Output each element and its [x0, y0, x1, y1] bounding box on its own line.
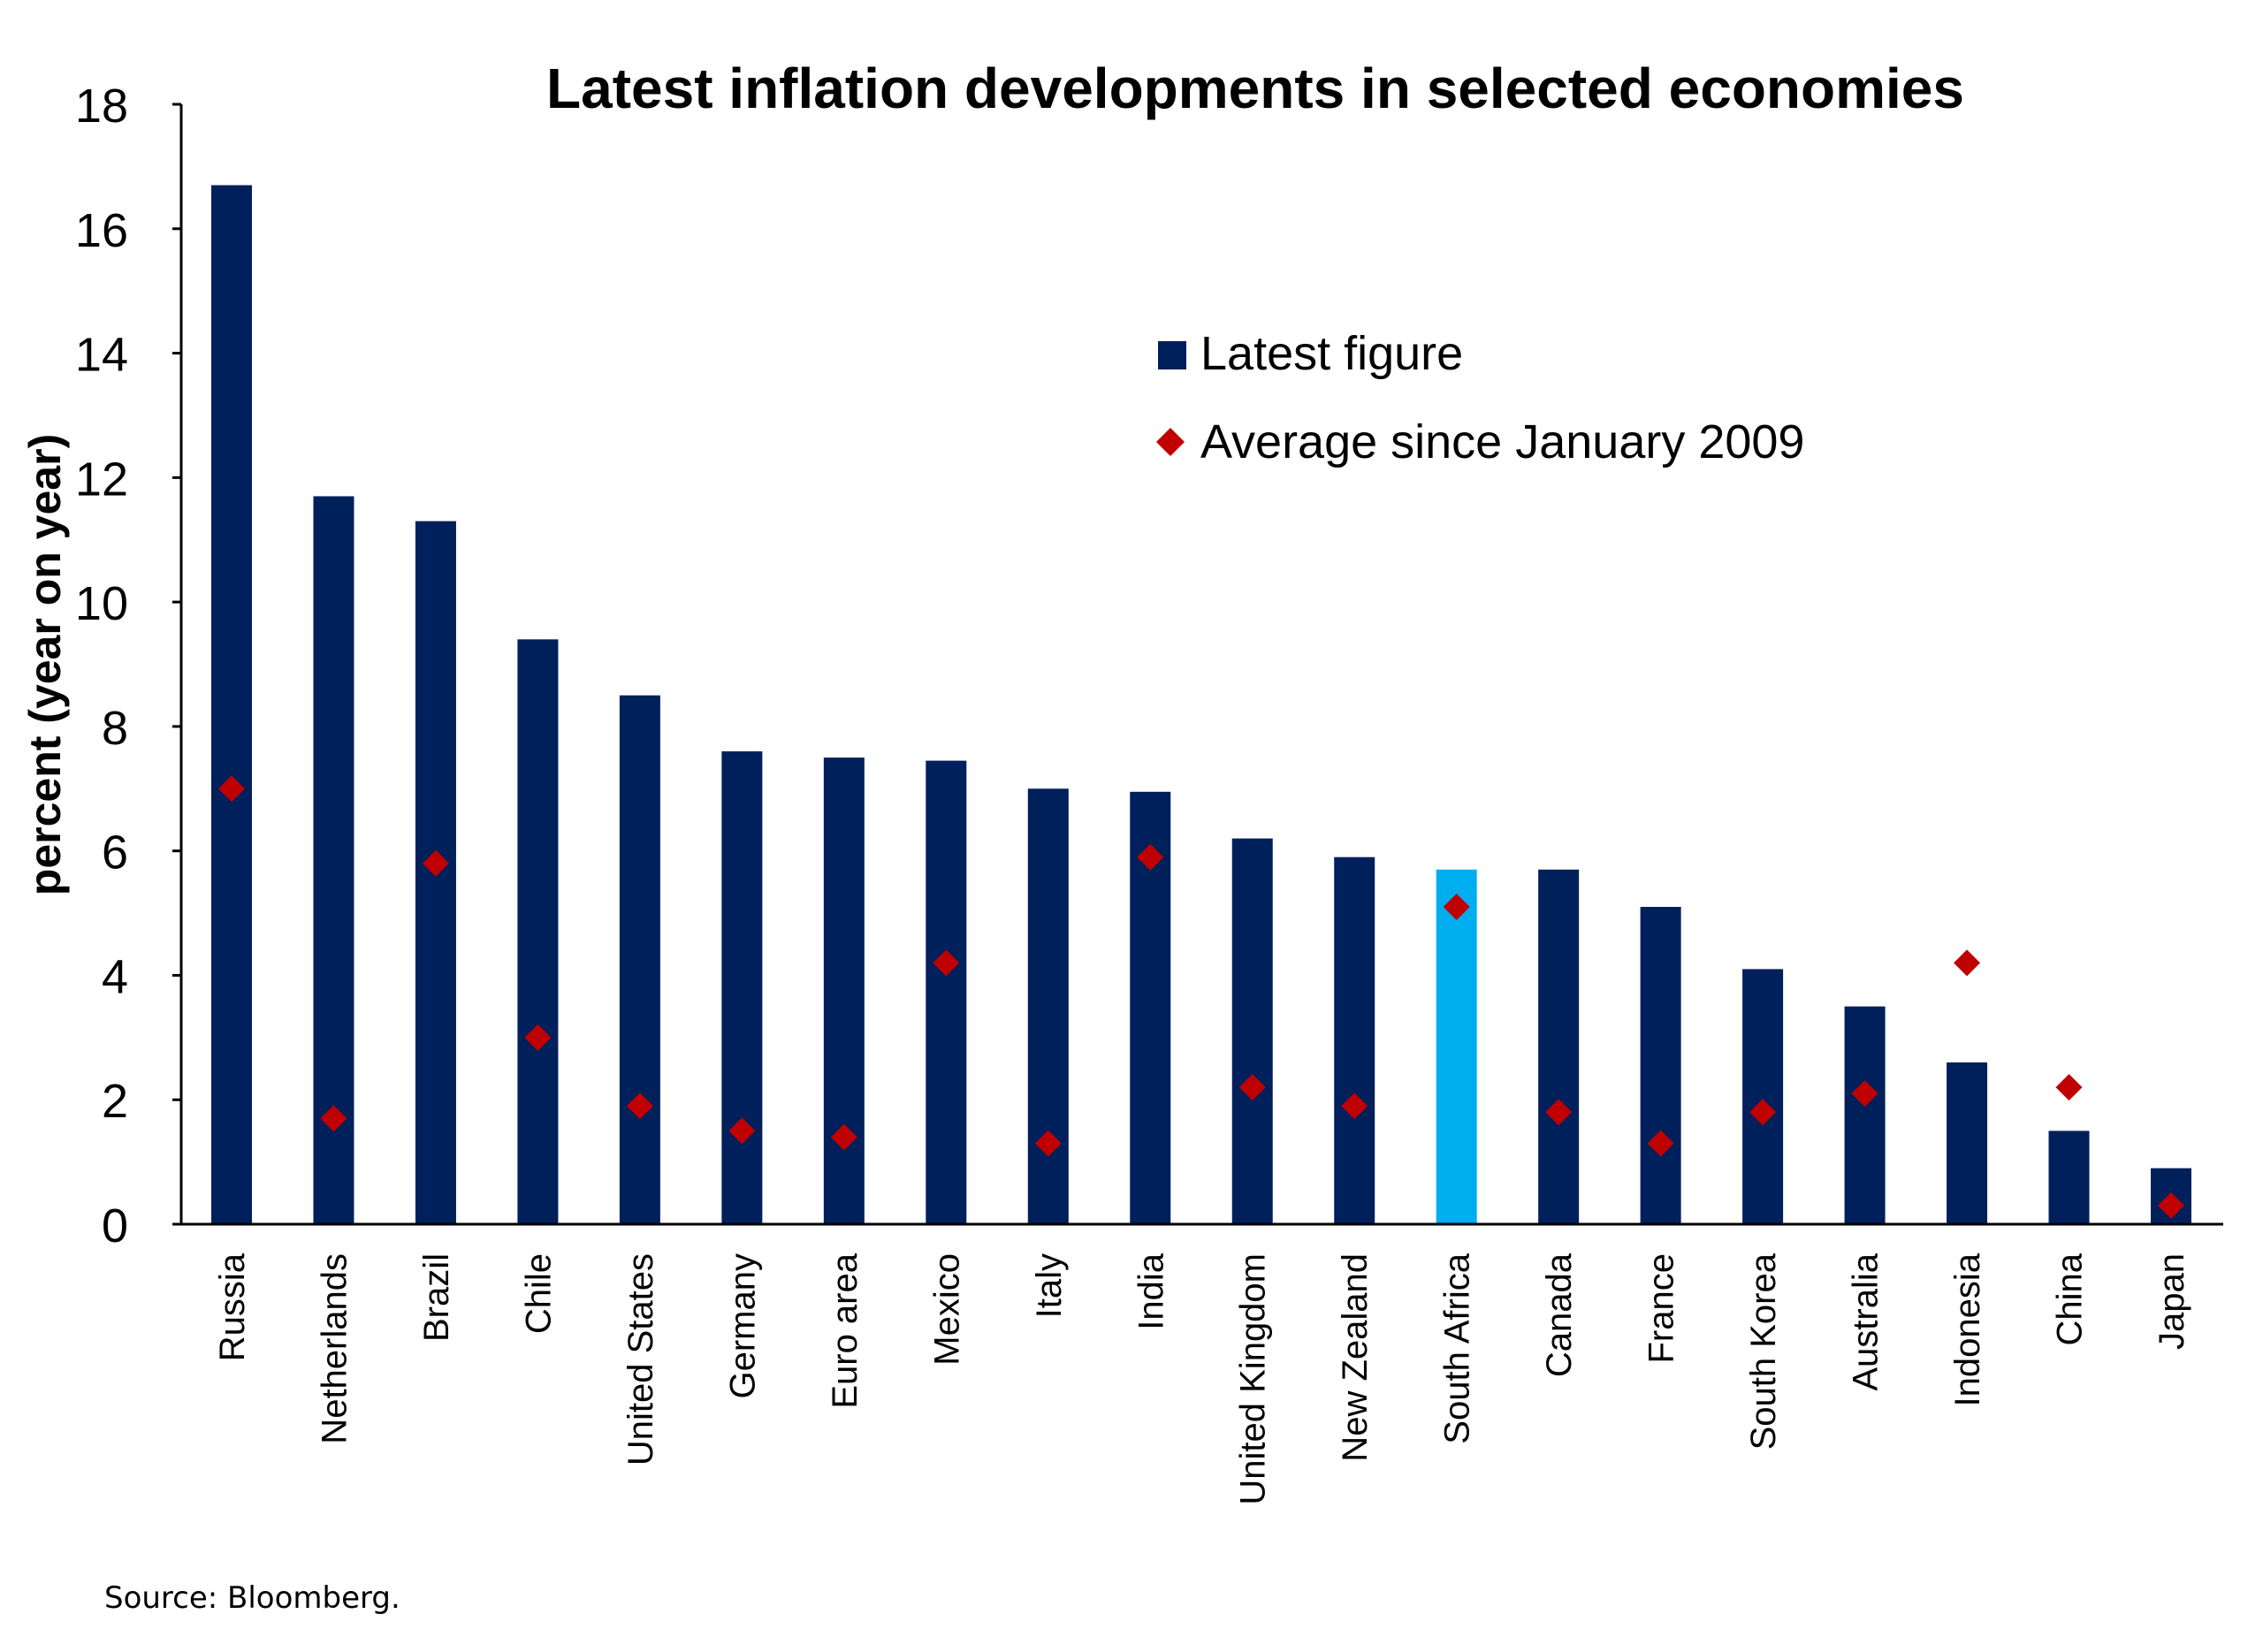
legend: Latest figure Average since January 2009	[1156, 327, 1804, 468]
marker-russia	[218, 775, 245, 803]
y-tick-label-3: 6	[102, 826, 128, 879]
x-tick-label-canada: Canada	[1540, 1252, 1579, 1377]
source-note: Source: Bloomberg.	[104, 1580, 400, 1616]
x-tick-label-italy: Italy	[1030, 1253, 1069, 1318]
x-tick-labels: Russia Netherlands Brazil Chile United State…	[213, 1252, 2191, 1504]
x-tick-label-france: France	[1642, 1253, 1681, 1364]
bar-canada	[1538, 869, 1580, 1224]
marker-italy	[1034, 1130, 1062, 1157]
average-markers	[218, 775, 2184, 1219]
x-tick-label-united-states: United States	[621, 1253, 660, 1465]
x-tick-label-russia: Russia	[213, 1252, 252, 1361]
x-tick-label-new-zealand: New Zealand	[1336, 1253, 1375, 1462]
bar-italy	[1027, 788, 1069, 1224]
bar-france	[1640, 907, 1681, 1224]
marker-netherlands	[320, 1105, 347, 1132]
bar-united-kingdom	[1231, 838, 1273, 1224]
x-tick-label-japan: Japan	[2153, 1253, 2191, 1350]
x-tick-label-india: India	[1132, 1252, 1170, 1329]
legend-label-average: Average since January 2009	[1200, 415, 1804, 468]
marker-south-korea	[1749, 1099, 1777, 1126]
x-tick-label-australia: Australia	[1847, 1252, 1886, 1390]
marker-mexico	[933, 949, 960, 977]
x-tick-label-south-korea: South Korea	[1744, 1252, 1783, 1450]
y-tick-label-2: 4	[102, 950, 128, 1003]
y-axis: 0 2 4 6 8 10 12 14 16 18	[75, 80, 183, 1252]
bar-new-zealand	[1334, 856, 1375, 1224]
marker-australia	[1851, 1080, 1878, 1108]
x-tick-label-brazil: Brazil	[417, 1253, 456, 1342]
bar-russia	[211, 185, 252, 1224]
marker-new-zealand	[1341, 1092, 1368, 1120]
x-tick-label-south-africa: South Africa	[1438, 1252, 1477, 1443]
y-tick-label-9: 18	[75, 80, 128, 133]
x-tick-label-indonesia: Indonesia	[1948, 1252, 1987, 1406]
bar-mexico	[926, 760, 967, 1224]
x-tick-label-china: China	[2051, 1252, 2090, 1345]
x-tick-label-netherlands: Netherlands	[315, 1253, 354, 1444]
marker-japan	[2158, 1191, 2184, 1219]
y-tick-label-5: 10	[75, 577, 128, 630]
marker-canada	[1545, 1099, 1573, 1126]
marker-euro-area	[830, 1123, 857, 1151]
bar-netherlands	[313, 496, 354, 1224]
x-tick-label-euro-area: Euro area	[826, 1252, 865, 1408]
y-tick-label-0: 0	[102, 1199, 128, 1252]
y-tick-label-6: 12	[75, 453, 128, 506]
x-tick-label-united-kingdom: United Kingdom	[1234, 1253, 1273, 1505]
y-tick-label-7: 14	[75, 329, 128, 382]
bar-south-korea	[1742, 969, 1784, 1224]
marker-china	[2055, 1074, 2083, 1101]
marker-united-states	[626, 1092, 653, 1120]
y-tick-label-1: 2	[102, 1075, 128, 1128]
legend-swatch-latest	[1158, 341, 1186, 369]
marker-brazil	[422, 849, 449, 877]
marker-france	[1647, 1130, 1674, 1157]
bar-germany	[721, 751, 763, 1224]
x-tick-label-germany: Germany	[723, 1253, 762, 1399]
bar-united-states	[619, 695, 660, 1224]
marker-germany	[728, 1117, 756, 1145]
x-tick-label-mexico: Mexico	[927, 1253, 966, 1366]
bar-chile	[517, 639, 559, 1224]
marker-south-africa	[1443, 894, 1470, 921]
bar-china	[2048, 1131, 2090, 1224]
marker-india	[1137, 843, 1164, 871]
bar-euro-area	[823, 757, 865, 1224]
bar-south-africa	[1436, 869, 1477, 1224]
bars	[211, 185, 2191, 1224]
legend-label-latest: Latest figure	[1200, 327, 1463, 380]
marker-chile	[524, 1024, 552, 1051]
y-tick-label-8: 16	[75, 204, 128, 257]
legend-swatch-average	[1156, 428, 1185, 456]
y-tick-label-4: 8	[102, 702, 128, 755]
chart-title: Latest inflation developments in selecte…	[546, 57, 1964, 120]
x-tick-label-chile: Chile	[519, 1253, 558, 1334]
y-tick-labels: 0 2 4 6 8 10 12 14 16 18	[75, 80, 181, 1252]
y-axis-title: percent (year on year)	[20, 434, 70, 895]
marker-indonesia	[1954, 949, 1981, 977]
bar-australia	[1844, 1006, 1886, 1224]
bar-indonesia	[1947, 1062, 1988, 1224]
marker-united-kingdom	[1238, 1074, 1266, 1101]
